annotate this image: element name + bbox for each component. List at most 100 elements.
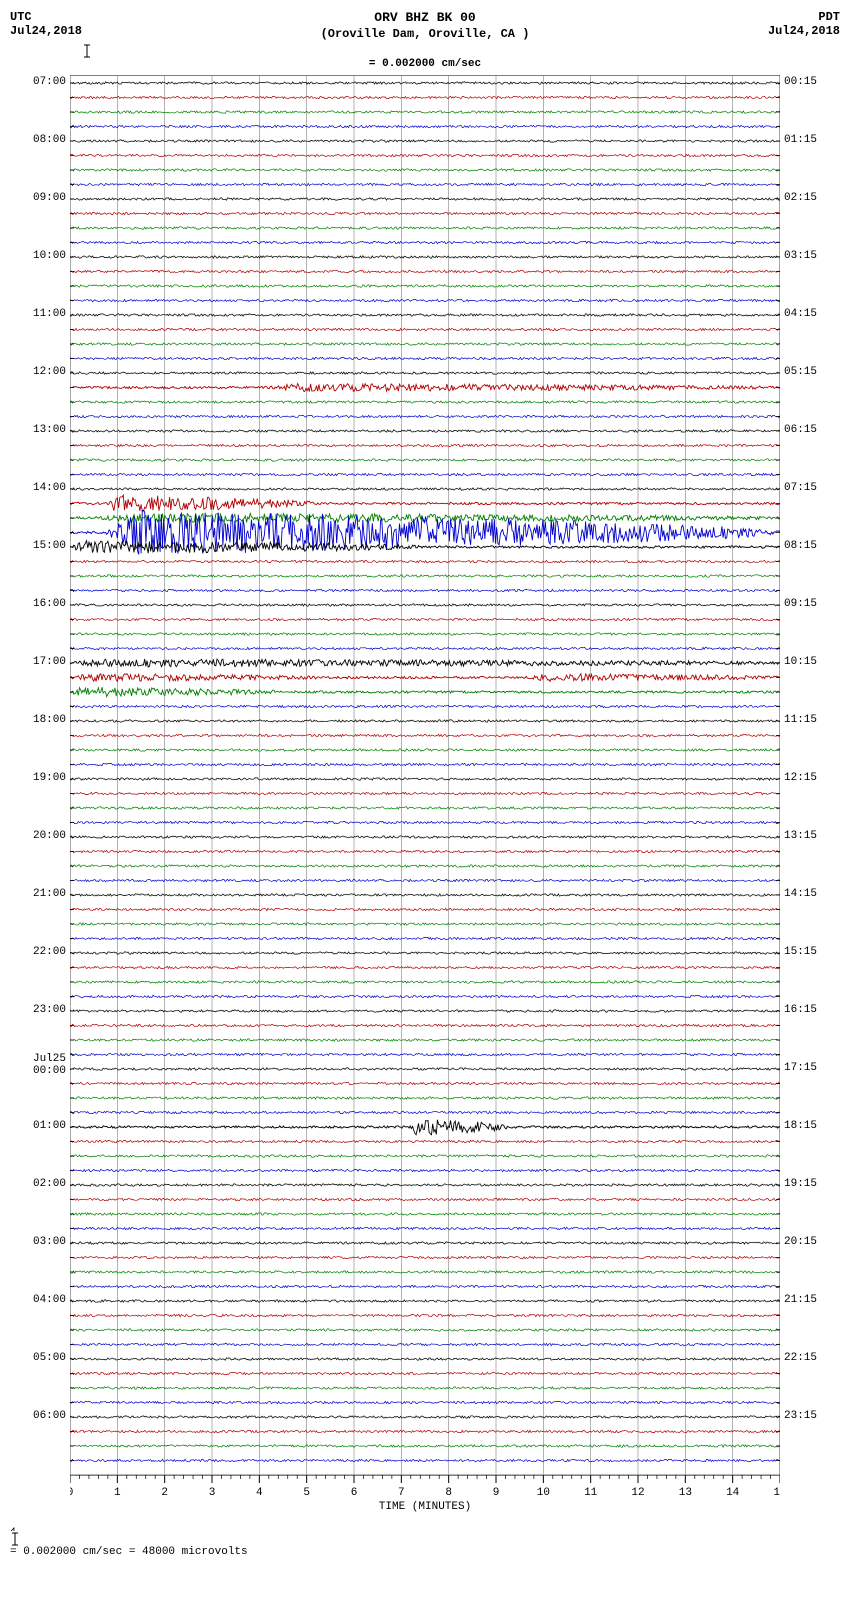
- x-tick-label: 10: [537, 1487, 550, 1499]
- trace-line: [70, 807, 780, 809]
- pdt-time-label: 21:15: [780, 1294, 817, 1306]
- pdt-time-label: 15:15: [780, 946, 817, 958]
- scale-bar-label: = 0.002000 cm/sec: [369, 58, 481, 70]
- trace-line: [70, 1373, 780, 1375]
- utc-time-label: 22:00: [33, 946, 70, 958]
- trace-line: [70, 793, 780, 795]
- utc-time-label: 19:00: [33, 772, 70, 784]
- trace-line: [70, 561, 780, 563]
- x-tick-label: 8: [445, 1487, 452, 1499]
- utc-time-label: 18:00: [33, 714, 70, 726]
- pdt-time-label: 13:15: [780, 830, 817, 842]
- trace-line: [70, 1402, 780, 1404]
- trace-line: [70, 996, 780, 998]
- footer-text: = 0.002000 cm/sec = 48000 microvolts: [10, 1546, 248, 1558]
- x-tick-label: 2: [161, 1487, 168, 1499]
- x-tick-label: 11: [584, 1487, 598, 1499]
- pdt-time-label: 12:15: [780, 772, 817, 784]
- trace-line: [70, 688, 780, 697]
- pdt-time-label: 06:15: [780, 424, 817, 436]
- tz-left-label: UTC: [10, 10, 82, 24]
- utc-time-label: 10:00: [33, 250, 70, 262]
- pdt-time-label: 00:15: [780, 76, 817, 88]
- seismogram-container: UTC Jul24,2018 ORV BHZ BK 00 (Oroville D…: [10, 10, 840, 1558]
- trace-line: [70, 909, 780, 911]
- pdt-time-label: 16:15: [780, 1004, 817, 1016]
- pdt-time-label: 19:15: [780, 1178, 817, 1190]
- utc-time-label: 06:00: [33, 1410, 70, 1422]
- trace-line: [70, 416, 780, 418]
- trace-line: [70, 459, 780, 461]
- trace-line: [70, 1445, 780, 1447]
- trace-line: [70, 384, 780, 392]
- trace-line: [70, 285, 780, 287]
- trace-line: [70, 633, 780, 635]
- utc-time-label: 16:00: [33, 598, 70, 610]
- trace-line: [70, 329, 780, 331]
- utc-time-label: 17:00: [33, 656, 70, 668]
- x-tick-label: 4: [256, 1487, 263, 1499]
- pdt-time-label: 20:15: [780, 1236, 817, 1248]
- trace-line: [70, 227, 780, 229]
- seismogram-plot: 07:0008:0009:0010:0011:0012:0013:0014:00…: [70, 75, 780, 1475]
- x-tick-label: 1: [114, 1487, 121, 1499]
- trace-line: [70, 1344, 780, 1346]
- trace-line: [70, 242, 780, 244]
- pdt-time-label: 14:15: [780, 888, 817, 900]
- utc-time-label: 20:00: [33, 830, 70, 842]
- trace-line: [70, 1315, 780, 1317]
- trace-line: [70, 1155, 780, 1157]
- trace-line: [70, 445, 780, 447]
- trace-line: [70, 706, 780, 708]
- trace-line: [70, 590, 780, 592]
- trace-line: [70, 674, 780, 682]
- trace-line: [70, 1083, 780, 1085]
- trace-line: [70, 358, 780, 360]
- trace-line: [70, 1431, 780, 1433]
- trace-line: [70, 1199, 780, 1201]
- trace-line: [70, 764, 780, 766]
- x-tick-label: 13: [679, 1487, 692, 1499]
- trace-line: [70, 575, 780, 577]
- pdt-time-label: 23:15: [780, 1410, 817, 1422]
- trace-line: [70, 184, 780, 186]
- chart-title-2: (Oroville Dam, Oroville, CA ): [82, 27, 768, 43]
- x-axis-label: TIME (MINUTES): [379, 1501, 471, 1513]
- trace-line: [70, 923, 780, 925]
- trace-line: [70, 735, 780, 737]
- x-tick-label: 7: [398, 1487, 405, 1499]
- trace-line: [70, 981, 780, 983]
- trace-line: [70, 648, 780, 650]
- utc-time-label: 21:00: [33, 888, 70, 900]
- trace-line: [70, 1141, 780, 1143]
- trace-line: [70, 880, 780, 882]
- trace-line: [70, 256, 780, 258]
- utc-time-label: 15:00: [33, 540, 70, 552]
- trace-line: [70, 619, 780, 621]
- utc-time-label: 13:00: [33, 424, 70, 436]
- trace-line: [70, 300, 780, 302]
- x-tick-label: 5: [303, 1487, 310, 1499]
- tz-left-date: Jul24,2018: [10, 24, 82, 38]
- pdt-time-label: 04:15: [780, 308, 817, 320]
- trace-line: [70, 1286, 780, 1288]
- trace-line: [70, 155, 780, 157]
- trace-line: [70, 126, 780, 128]
- trace-line: [70, 1025, 780, 1027]
- trace-line: [70, 1039, 780, 1041]
- pdt-time-label: 09:15: [780, 598, 817, 610]
- utc-time-label: 07:00: [33, 76, 70, 88]
- pdt-time-label: 10:15: [780, 656, 817, 668]
- pdt-time-label: 01:15: [780, 134, 817, 146]
- x-tick-label: 12: [631, 1487, 644, 1499]
- pdt-time-label: 07:15: [780, 482, 817, 494]
- trace-line: [70, 851, 780, 853]
- trace-line: [70, 1170, 780, 1172]
- trace-line: [70, 1271, 780, 1273]
- scale-bar: = 0.002000 cm/sec: [82, 44, 768, 70]
- trace-line: [70, 967, 780, 969]
- trace-line: [70, 865, 780, 867]
- x-tick-label: 3: [209, 1487, 216, 1499]
- trace-line: [70, 1213, 780, 1215]
- pdt-time-label: 03:15: [780, 250, 817, 262]
